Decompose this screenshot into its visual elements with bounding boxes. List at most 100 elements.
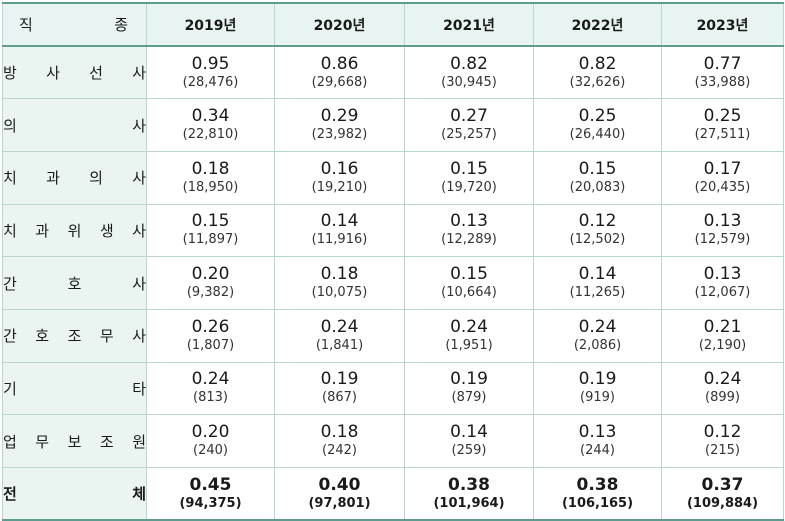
dose-value: 0.19 — [578, 369, 617, 390]
occupation-label-char: 타 — [132, 379, 146, 398]
occupation-label-char: 조 — [99, 432, 114, 451]
occupation-label-char: 호 — [35, 327, 50, 346]
dose-value: 0.77 — [703, 53, 742, 74]
worker-count: (20,435) — [694, 179, 751, 195]
dose-value: 0.12 — [578, 211, 617, 232]
dose-value: 0.18 — [320, 422, 359, 443]
occupation-column-header: 직 종 — [2, 2, 147, 47]
data-cell: 0.12 (12,502) — [533, 203, 662, 258]
data-cell: 0.24 (813) — [146, 361, 275, 416]
dose-value: 0.25 — [578, 106, 617, 127]
data-cell: 0.14 (259) — [404, 414, 534, 468]
occupation-label-char: 의 — [89, 169, 103, 188]
data-cell: 0.13 (12,579) — [661, 203, 784, 258]
dose-value: 0.25 — [703, 106, 742, 127]
dose-value: 0.24 — [320, 316, 359, 337]
data-cell: 0.40 (97,801) — [274, 467, 405, 521]
table-body: 방 사 선 사 0.95 (28,476) 0.86 (29,668) 0.82 (30,945)… — [2, 45, 784, 521]
worker-count: (813) — [193, 390, 228, 406]
worker-count: (899) — [705, 390, 740, 406]
worker-count: (109,884) — [686, 495, 759, 511]
data-cell: 0.15 (11,897) — [146, 203, 275, 258]
year-column-header: 2021년 — [404, 2, 534, 47]
worker-count: (12,502) — [569, 232, 626, 248]
occupation-label-char: 의 — [3, 116, 17, 135]
data-cell: 0.24 (1,841) — [274, 308, 405, 363]
dose-value: 0.15 — [450, 158, 488, 179]
worker-count: (1,841) — [315, 337, 364, 353]
worker-count: (94,375) — [179, 495, 242, 511]
data-cell: 0.15 (19,720) — [404, 150, 534, 205]
occupation-label-char: 업 — [3, 432, 17, 451]
dose-value: 0.15 — [578, 158, 617, 179]
worker-count: (28,476) — [182, 74, 239, 90]
worker-count: (10,075) — [311, 285, 368, 301]
occupation-label-char: 사 — [132, 169, 146, 188]
dose-value: 0.26 — [191, 316, 230, 337]
dose-value: 0.29 — [320, 106, 359, 127]
occupation-label-char: 보 — [67, 432, 82, 451]
dose-value: 0.20 — [191, 264, 230, 285]
worker-count: (12,579) — [694, 232, 751, 248]
worker-count: (97,801) — [308, 495, 371, 511]
data-cell: 0.29 (23,982) — [274, 98, 405, 152]
occupation-label-char: 간 — [3, 327, 17, 346]
occupation-label-char: 과 — [35, 221, 50, 240]
table-row: 방 사 선 사 0.95 (28,476) 0.86 (29,668) 0.82 (30,945)… — [2, 45, 784, 100]
year-column-header: 2019년 — [146, 2, 275, 47]
dose-value: 0.45 — [189, 474, 232, 495]
occupation-label-char: 위 — [67, 221, 82, 240]
data-cell: 0.24 (899) — [661, 361, 784, 416]
worker-count: (879) — [451, 390, 487, 406]
occupation-label-char: 사 — [132, 221, 146, 240]
data-cell: 0.15 (10,664) — [404, 256, 534, 310]
data-cell: 0.27 (25,257) — [404, 98, 534, 152]
year-column-header: 2022년 — [533, 2, 662, 47]
dose-value: 0.24 — [191, 369, 230, 390]
worker-count: (106,165) — [561, 495, 634, 511]
worker-count: (2,190) — [698, 337, 747, 353]
dose-value: 0.18 — [191, 158, 230, 179]
worker-count: (10,664) — [441, 285, 497, 301]
data-cell: 0.25 (26,440) — [533, 98, 662, 152]
data-cell: 0.13 (12,289) — [404, 203, 534, 258]
worker-count: (1,951) — [445, 337, 493, 353]
occupation-label-char: 기 — [3, 379, 17, 398]
occupation-label-char: 체 — [132, 485, 146, 504]
dose-value: 0.34 — [191, 106, 230, 127]
dose-value: 0.24 — [450, 316, 488, 337]
worker-count: (29,668) — [311, 74, 368, 90]
data-cell: 0.14 (11,265) — [533, 256, 662, 310]
data-cell: 0.15 (20,083) — [533, 150, 662, 205]
data-cell: 0.38 (106,165) — [533, 467, 662, 521]
worker-count: (867) — [322, 390, 357, 406]
data-cell: 0.95 (28,476) — [146, 45, 275, 100]
total-row: 전 체 0.45 (94,375) 0.40 (97,801) 0.38 (101,964) 0… — [2, 467, 784, 521]
data-cell: 0.26 (1,807) — [146, 308, 275, 363]
data-cell: 0.19 (879) — [404, 361, 534, 416]
dose-value: 0.19 — [450, 369, 488, 390]
dose-value: 0.13 — [578, 422, 617, 443]
dose-value: 0.18 — [320, 264, 359, 285]
data-cell: 0.24 (1,951) — [404, 308, 534, 363]
data-cell: 0.24 (2,086) — [533, 308, 662, 363]
year-column-header: 2023년 — [661, 2, 784, 47]
occupation-label-char: 사 — [132, 274, 146, 293]
data-cell: 0.25 (27,511) — [661, 98, 784, 152]
worker-count: (19,210) — [311, 179, 368, 195]
dose-value: 0.82 — [578, 53, 617, 74]
worker-count: (2,086) — [573, 337, 622, 353]
occupation-label-char: 사 — [132, 64, 146, 83]
worker-count: (30,945) — [441, 74, 497, 90]
dose-value: 0.27 — [450, 106, 488, 127]
worker-count: (11,916) — [311, 232, 368, 248]
worker-count: (9,382) — [186, 285, 235, 301]
table-row: 기 타 0.24 (813) 0.19 (867) 0.19 (879) 0.19 (919) 0.… — [2, 361, 784, 416]
table-row: 간 호 조 무 사 0.26 (1,807) 0.24 (1,841) 0.24 (1,951) 0.… — [2, 308, 784, 363]
year-column-header: 2020년 — [274, 2, 405, 47]
dose-value: 0.95 — [191, 53, 230, 74]
dose-value: 0.12 — [703, 422, 742, 443]
